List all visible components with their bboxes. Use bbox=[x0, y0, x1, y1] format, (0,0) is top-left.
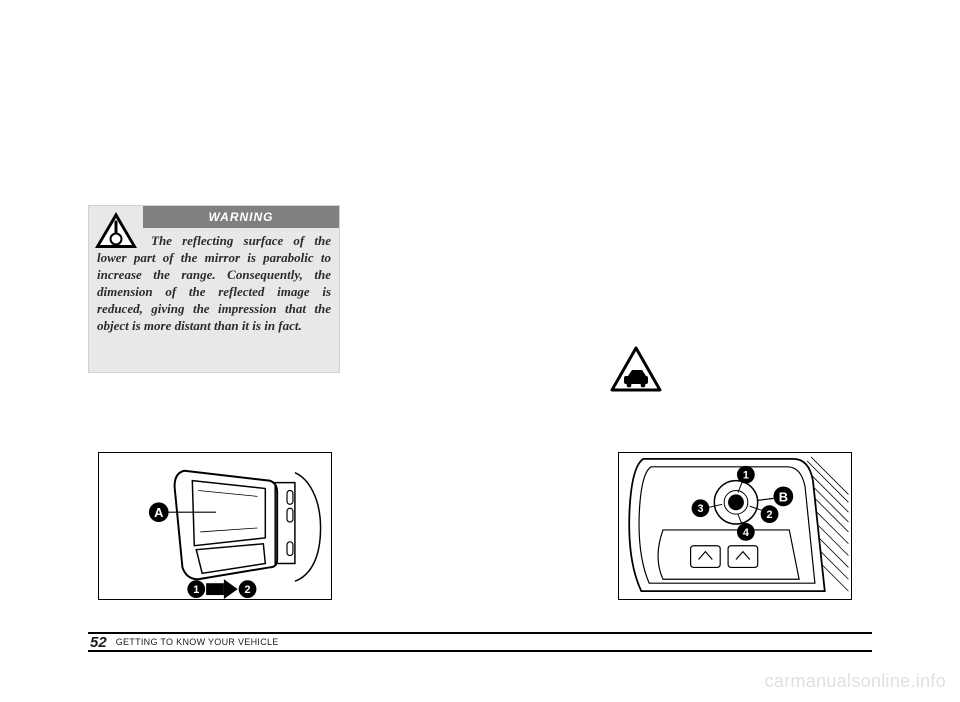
svg-text:1: 1 bbox=[743, 470, 749, 482]
warning-box: WARNING The reflecting surface of the lo… bbox=[88, 205, 340, 373]
svg-text:A: A bbox=[154, 505, 163, 520]
svg-text:1: 1 bbox=[193, 584, 199, 596]
svg-text:B: B bbox=[779, 489, 788, 504]
svg-text:2: 2 bbox=[767, 509, 773, 521]
page-footer: 52 GETTING TO KNOW YOUR VEHICLE bbox=[88, 632, 872, 652]
watermark-text: carmanualsonline.info bbox=[765, 671, 946, 692]
warning-body-text: The reflecting surface of the lower part… bbox=[97, 233, 331, 333]
svg-text:2: 2 bbox=[245, 584, 251, 596]
warning-header: WARNING bbox=[143, 206, 339, 228]
page-number: 52 bbox=[88, 634, 113, 651]
manual-page: WARNING The reflecting surface of the lo… bbox=[0, 0, 960, 702]
svg-text:4: 4 bbox=[743, 527, 749, 539]
figure-61: 1 3 2 4 B bbox=[618, 452, 852, 600]
warning-body: The reflecting surface of the lower part… bbox=[97, 232, 331, 366]
svg-text:3: 3 bbox=[697, 503, 703, 515]
figure-60: A 1 2 bbox=[98, 452, 332, 600]
vehicle-warning-triangle-icon bbox=[610, 346, 662, 392]
section-title: GETTING TO KNOW YOUR VEHICLE bbox=[113, 637, 279, 647]
